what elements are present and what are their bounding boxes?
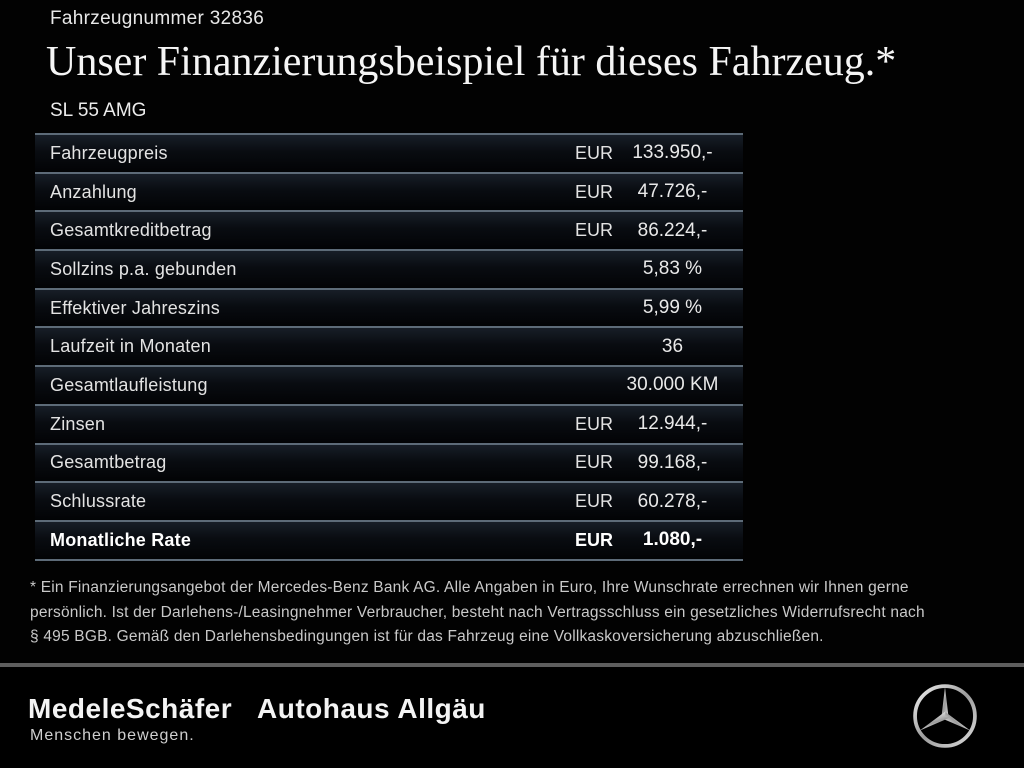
row-value: 47.726,- [637,181,708,203]
row-value: 133.950,- [632,142,713,164]
row-label: Gesamtlaufleistung [50,374,208,395]
table-row-gesamtlaufleistung: Gesamtlaufleistung 30.000 KM [35,365,743,404]
dealer-logo-autohaus-allgaeu: Autohaus Allgäu [257,693,486,724]
footnote-line-3: § 495 BGB. Gemäß den Darlehensbedingunge… [30,628,824,645]
row-currency: EUR [575,181,614,202]
row-value: 1.080,- [642,529,703,551]
table-row-gesamtkreditbetrag: Gesamtkreditbetrag EUR 86.224,- [35,210,743,250]
row-currency: EUR [575,491,614,512]
row-value: 60.278,- [637,490,708,512]
row-label: Gesamtkreditbetrag [50,220,212,241]
row-value: 36 [661,335,684,357]
table-row-fahrzeugpreis: Fahrzeugpreis EUR 133.950,- [35,133,743,172]
row-currency: EUR [575,220,614,241]
row-label: Effektiver Jahreszins [50,297,220,318]
table-row-schlussrate: Schlussrate EUR 60.278,- [35,481,743,520]
dealer-logo-medele-schaefer: MedeleSchäfer [28,693,233,724]
row-currency: EUR [575,413,614,434]
row-label: Laufzeit in Monaten [50,336,211,357]
row-currency: EUR [575,529,614,550]
row-value: 12.944,- [637,413,708,435]
row-value: 5,99 % [642,297,703,319]
row-value: 86.224,- [637,219,708,241]
table-row-zinsen: Zinsen EUR 12.944,- [35,403,743,443]
row-label: Anzahlung [50,181,137,202]
row-value: 30.000 KM [626,374,719,396]
table-row-laufzeit: Laufzeit in Monaten 36 [35,326,743,366]
table-row-gesamtbetrag: Gesamtbetrag EUR 99.168,- [35,442,743,482]
legal-footnote: * Ein Finanzierungsangebot der Mercedes-… [30,576,995,650]
finance-table: Fahrzeugpreis EUR 133.950,- Anzahlung EU… [35,133,743,561]
dealer-tagline: Menschen bewegen. [30,727,195,744]
footnote-line-1: * Ein Finanzierungsangebot der Mercedes-… [30,579,909,596]
row-label: Sollzins p.a. gebunden [50,258,237,279]
table-row-anzahlung: Anzahlung EUR 47.726,- [35,171,743,211]
table-row-effektiver-jahreszins: Effektiver Jahreszins 5,99 % [35,287,743,327]
table-row-sollzins: Sollzins p.a. gebunden 5,83 % [35,249,743,288]
row-value: 5,83 % [642,258,703,280]
footer: MedeleSchäfer Menschen bewegen. Autohaus… [0,667,1024,768]
page-title: Unser Finanzierungsbeispiel für dieses F… [46,39,897,85]
vehicle-model: SL 55 AMG [50,100,147,121]
row-currency: EUR [575,452,614,473]
row-value: 99.168,- [637,451,708,473]
row-label: Fahrzeugpreis [50,142,168,163]
mercedes-star-icon [913,684,977,748]
footer-divider [0,663,1024,667]
row-label: Monatliche Rate [50,529,192,550]
footnote-line-2: persönlich. Ist der Darlehens-/Leasingne… [30,603,925,621]
row-label: Gesamtbetrag [50,452,167,473]
row-label: Schlussrate [50,491,147,512]
vehicle-number: Fahrzeugnummer 32836 [50,8,265,29]
row-currency: EUR [575,142,614,163]
row-label: Zinsen [50,413,106,434]
table-row-monatliche-rate: Monatliche Rate EUR 1.080,- [35,519,743,559]
